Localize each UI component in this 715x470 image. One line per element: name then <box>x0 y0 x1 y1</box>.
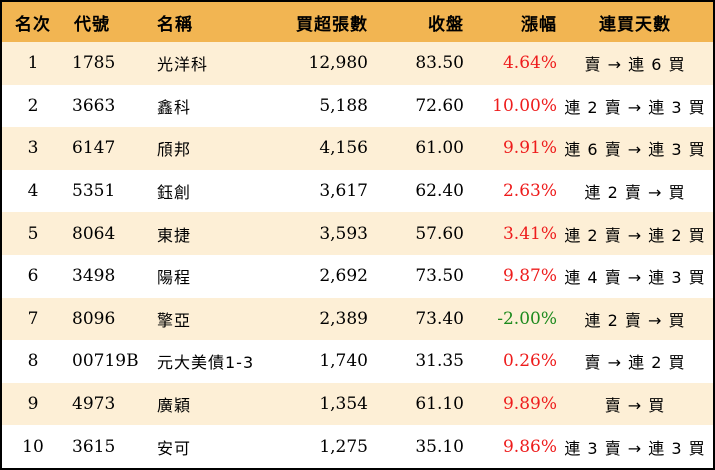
cell-change: 9.87% <box>502 266 557 287</box>
cell-code: 4973 <box>72 394 116 415</box>
cell-rank: 7 <box>27 308 39 329</box>
cell-name: 擎亞 <box>157 310 192 330</box>
cell-rank: 1 <box>27 53 39 74</box>
cell-net-buy: 1,740 <box>319 351 368 372</box>
cell-rank: 6 <box>27 266 39 287</box>
cell-net-buy: 12,980 <box>308 53 368 74</box>
table-row[interactable]: 2 3663 鑫科 5,188 72.60 10.00% 連 2 賣 → 連 3 買 <box>2 84 713 128</box>
cell-change: 3.41% <box>502 223 557 244</box>
cell-code: 5351 <box>72 181 116 202</box>
cell-rank: 5 <box>27 223 39 244</box>
cell-net-buy: 2,692 <box>319 266 368 287</box>
header-row: 名次 代號 名稱 買超張數 收盤 漲幅 連買天數 <box>2 2 713 42</box>
cell-code: 1785 <box>72 53 116 74</box>
cell-change: 9.86% <box>502 436 557 457</box>
cell-streak: 賣 → 連 6 買 <box>584 55 686 75</box>
header-close[interactable]: 收盤 <box>428 14 464 35</box>
cell-code: 8064 <box>72 223 116 244</box>
cell-name: 陽程 <box>157 268 192 288</box>
cell-change: 9.91% <box>502 138 557 159</box>
cell-name: 安可 <box>157 438 192 458</box>
cell-name: 元大美債1-3 <box>157 353 255 373</box>
cell-streak: 連 2 賣 → 買 <box>584 310 686 330</box>
cell-net-buy: 1,275 <box>319 436 368 457</box>
cell-net-buy: 3,617 <box>319 181 368 202</box>
cell-close: 31.35 <box>415 351 464 372</box>
cell-net-buy: 4,156 <box>319 138 368 159</box>
header-name[interactable]: 名稱 <box>157 14 193 35</box>
header-streak[interactable]: 連買天數 <box>599 14 671 35</box>
cell-streak: 賣 → 買 <box>604 396 666 416</box>
header-code[interactable]: 代號 <box>74 14 110 35</box>
cell-streak: 連 6 賣 → 連 3 買 <box>564 140 706 160</box>
cell-change: 0.26% <box>502 351 557 372</box>
table-row[interactable]: 3 6147 頎邦 4,156 61.00 9.91% 連 6 賣 → 連 3 買 <box>2 127 713 170</box>
cell-close: 62.40 <box>415 181 464 202</box>
cell-close: 72.60 <box>415 95 464 116</box>
cell-change: 2.63% <box>502 181 557 202</box>
header-net-buy[interactable]: 買超張數 <box>296 14 368 35</box>
cell-rank: 9 <box>27 394 39 415</box>
cell-rank: 2 <box>27 95 39 116</box>
table-row[interactable]: 1 1785 光洋科 12,980 83.50 4.64% 賣 → 連 6 買 <box>2 42 713 85</box>
cell-name: 鈺創 <box>157 183 192 203</box>
cell-streak: 賣 → 連 2 買 <box>584 353 686 373</box>
table-row[interactable]: 8 00719B 元大美債1-3 1,740 31.35 0.26% 賣 → 連 2 買 <box>2 340 713 383</box>
cell-code: 3615 <box>72 436 116 457</box>
cell-close: 83.50 <box>415 53 464 74</box>
header-change[interactable]: 漲幅 <box>521 14 557 35</box>
cell-net-buy: 1,354 <box>319 394 368 415</box>
table-header: 名次 代號 名稱 買超張數 收盤 漲幅 連買天數 <box>2 2 713 42</box>
cell-net-buy: 5,188 <box>319 95 368 116</box>
cell-change: -2.00% <box>497 308 557 329</box>
cell-name: 頎邦 <box>157 140 192 160</box>
table-row[interactable]: 5 8064 東捷 3,593 57.60 3.41% 連 2 賣 → 連 2 買 <box>2 212 713 255</box>
table-row[interactable]: 7 8096 擎亞 2,389 73.40 -2.00% 連 2 賣 → 買 <box>2 297 713 341</box>
table-row[interactable]: 10 3615 安可 1,275 35.10 9.86% 連 3 賣 → 連 3 買 <box>2 425 713 468</box>
cell-rank: 8 <box>27 351 39 372</box>
cell-close: 57.60 <box>415 223 464 244</box>
cell-name: 東捷 <box>157 225 192 245</box>
header-rank[interactable]: 名次 <box>15 14 51 35</box>
cell-name: 鑫科 <box>157 97 192 117</box>
cell-close: 73.40 <box>415 308 464 329</box>
cell-streak: 連 2 賣 → 連 3 買 <box>564 97 706 117</box>
cell-close: 73.50 <box>415 266 464 287</box>
cell-streak: 連 3 賣 → 連 3 買 <box>564 438 706 458</box>
cell-rank: 3 <box>27 138 39 159</box>
table-row[interactable]: 4 5351 鈺創 3,617 62.40 2.63% 連 2 賣 → 買 <box>2 169 713 213</box>
cell-code: 00719B <box>72 351 139 372</box>
cell-change: 4.64% <box>502 53 557 74</box>
cell-code: 8096 <box>72 308 116 329</box>
cell-code: 6147 <box>72 138 116 159</box>
table-row[interactable]: 9 4973 廣穎 1,354 61.10 9.89% 賣 → 買 <box>2 382 713 426</box>
cell-rank: 10 <box>22 436 44 457</box>
table-row[interactable]: 6 3498 陽程 2,692 73.50 9.87% 連 4 賣 → 連 3 買 <box>2 254 713 298</box>
cell-streak: 連 2 賣 → 買 <box>584 183 686 203</box>
table-body: 1 1785 光洋科 12,980 83.50 4.64% 賣 → 連 6 買 2 3663 鑫科… <box>2 42 713 468</box>
cell-net-buy: 3,593 <box>319 223 368 244</box>
cell-change: 10.00% <box>492 95 557 116</box>
cell-close: 61.10 <box>415 394 464 415</box>
cell-close: 61.00 <box>415 138 464 159</box>
cell-net-buy: 2,389 <box>319 308 368 329</box>
cell-change: 9.89% <box>502 394 557 415</box>
cell-streak: 連 2 賣 → 連 2 買 <box>564 225 706 245</box>
cell-streak: 連 4 賣 → 連 3 買 <box>564 268 706 288</box>
cell-code: 3663 <box>72 95 116 116</box>
cell-rank: 4 <box>27 181 39 202</box>
cell-name: 光洋科 <box>157 55 209 75</box>
cell-name: 廣穎 <box>157 396 192 416</box>
cell-code: 3498 <box>72 266 116 287</box>
cell-close: 35.10 <box>415 436 464 457</box>
